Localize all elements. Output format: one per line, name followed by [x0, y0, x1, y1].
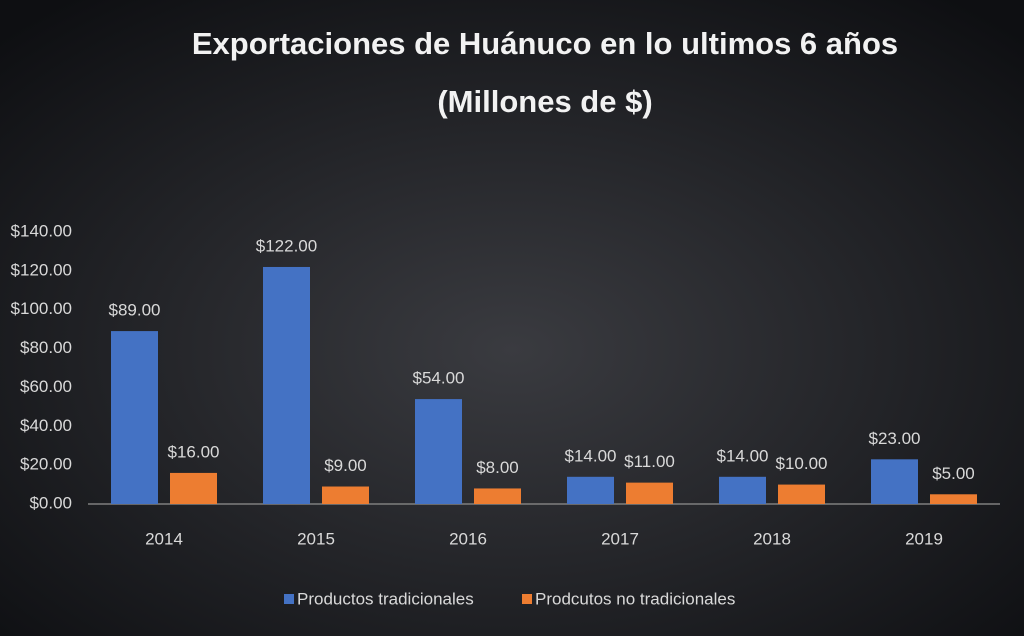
- value-label: $10.00: [776, 454, 828, 473]
- bar: [415, 399, 462, 504]
- value-label: $14.00: [717, 446, 769, 465]
- value-label: $89.00: [109, 301, 161, 320]
- value-label: $11.00: [624, 452, 675, 471]
- y-tick-label: $100.00: [11, 299, 72, 318]
- y-tick-label: $120.00: [11, 260, 72, 279]
- bar: [626, 482, 673, 504]
- legend-label: Productos tradicionales: [297, 589, 474, 608]
- value-label: $9.00: [324, 456, 367, 475]
- x-tick-label: 2016: [449, 529, 487, 548]
- value-label: $14.00: [565, 446, 617, 465]
- bar: [322, 486, 369, 504]
- bar: [871, 459, 918, 504]
- legend-label: Prodcutos no tradicionales: [535, 589, 735, 608]
- chart-subtitle: (Millones de $): [437, 84, 652, 119]
- x-tick-label: 2019: [905, 529, 943, 548]
- x-tick-label: 2018: [753, 529, 791, 548]
- y-tick-label: $20.00: [20, 455, 72, 474]
- bar: [111, 331, 158, 504]
- legend-swatch: [522, 594, 532, 604]
- x-tick-label: 2015: [297, 529, 335, 548]
- value-label: $122.00: [256, 236, 317, 255]
- bar: [930, 494, 977, 504]
- y-tick-label: $80.00: [20, 338, 72, 357]
- legend-swatch: [284, 594, 294, 604]
- y-tick-label: $40.00: [20, 416, 72, 435]
- value-label: $16.00: [168, 442, 220, 461]
- value-label: $54.00: [413, 369, 465, 388]
- y-tick-label: $0.00: [29, 493, 72, 512]
- y-tick-label: $140.00: [11, 221, 72, 240]
- chart-title: Exportaciones de Huánuco en lo ultimos 6…: [192, 26, 898, 61]
- bar: [719, 476, 766, 504]
- x-tick-label: 2017: [601, 529, 639, 548]
- bar: [474, 488, 521, 504]
- bar: [263, 266, 310, 504]
- value-label: $8.00: [476, 458, 519, 477]
- y-tick-label: $60.00: [20, 377, 72, 396]
- x-tick-label: 2014: [145, 529, 183, 548]
- value-label: $5.00: [932, 464, 975, 483]
- bar: [170, 472, 217, 504]
- bar: [778, 484, 825, 504]
- bar: [567, 476, 614, 504]
- value-label: $23.00: [869, 429, 921, 448]
